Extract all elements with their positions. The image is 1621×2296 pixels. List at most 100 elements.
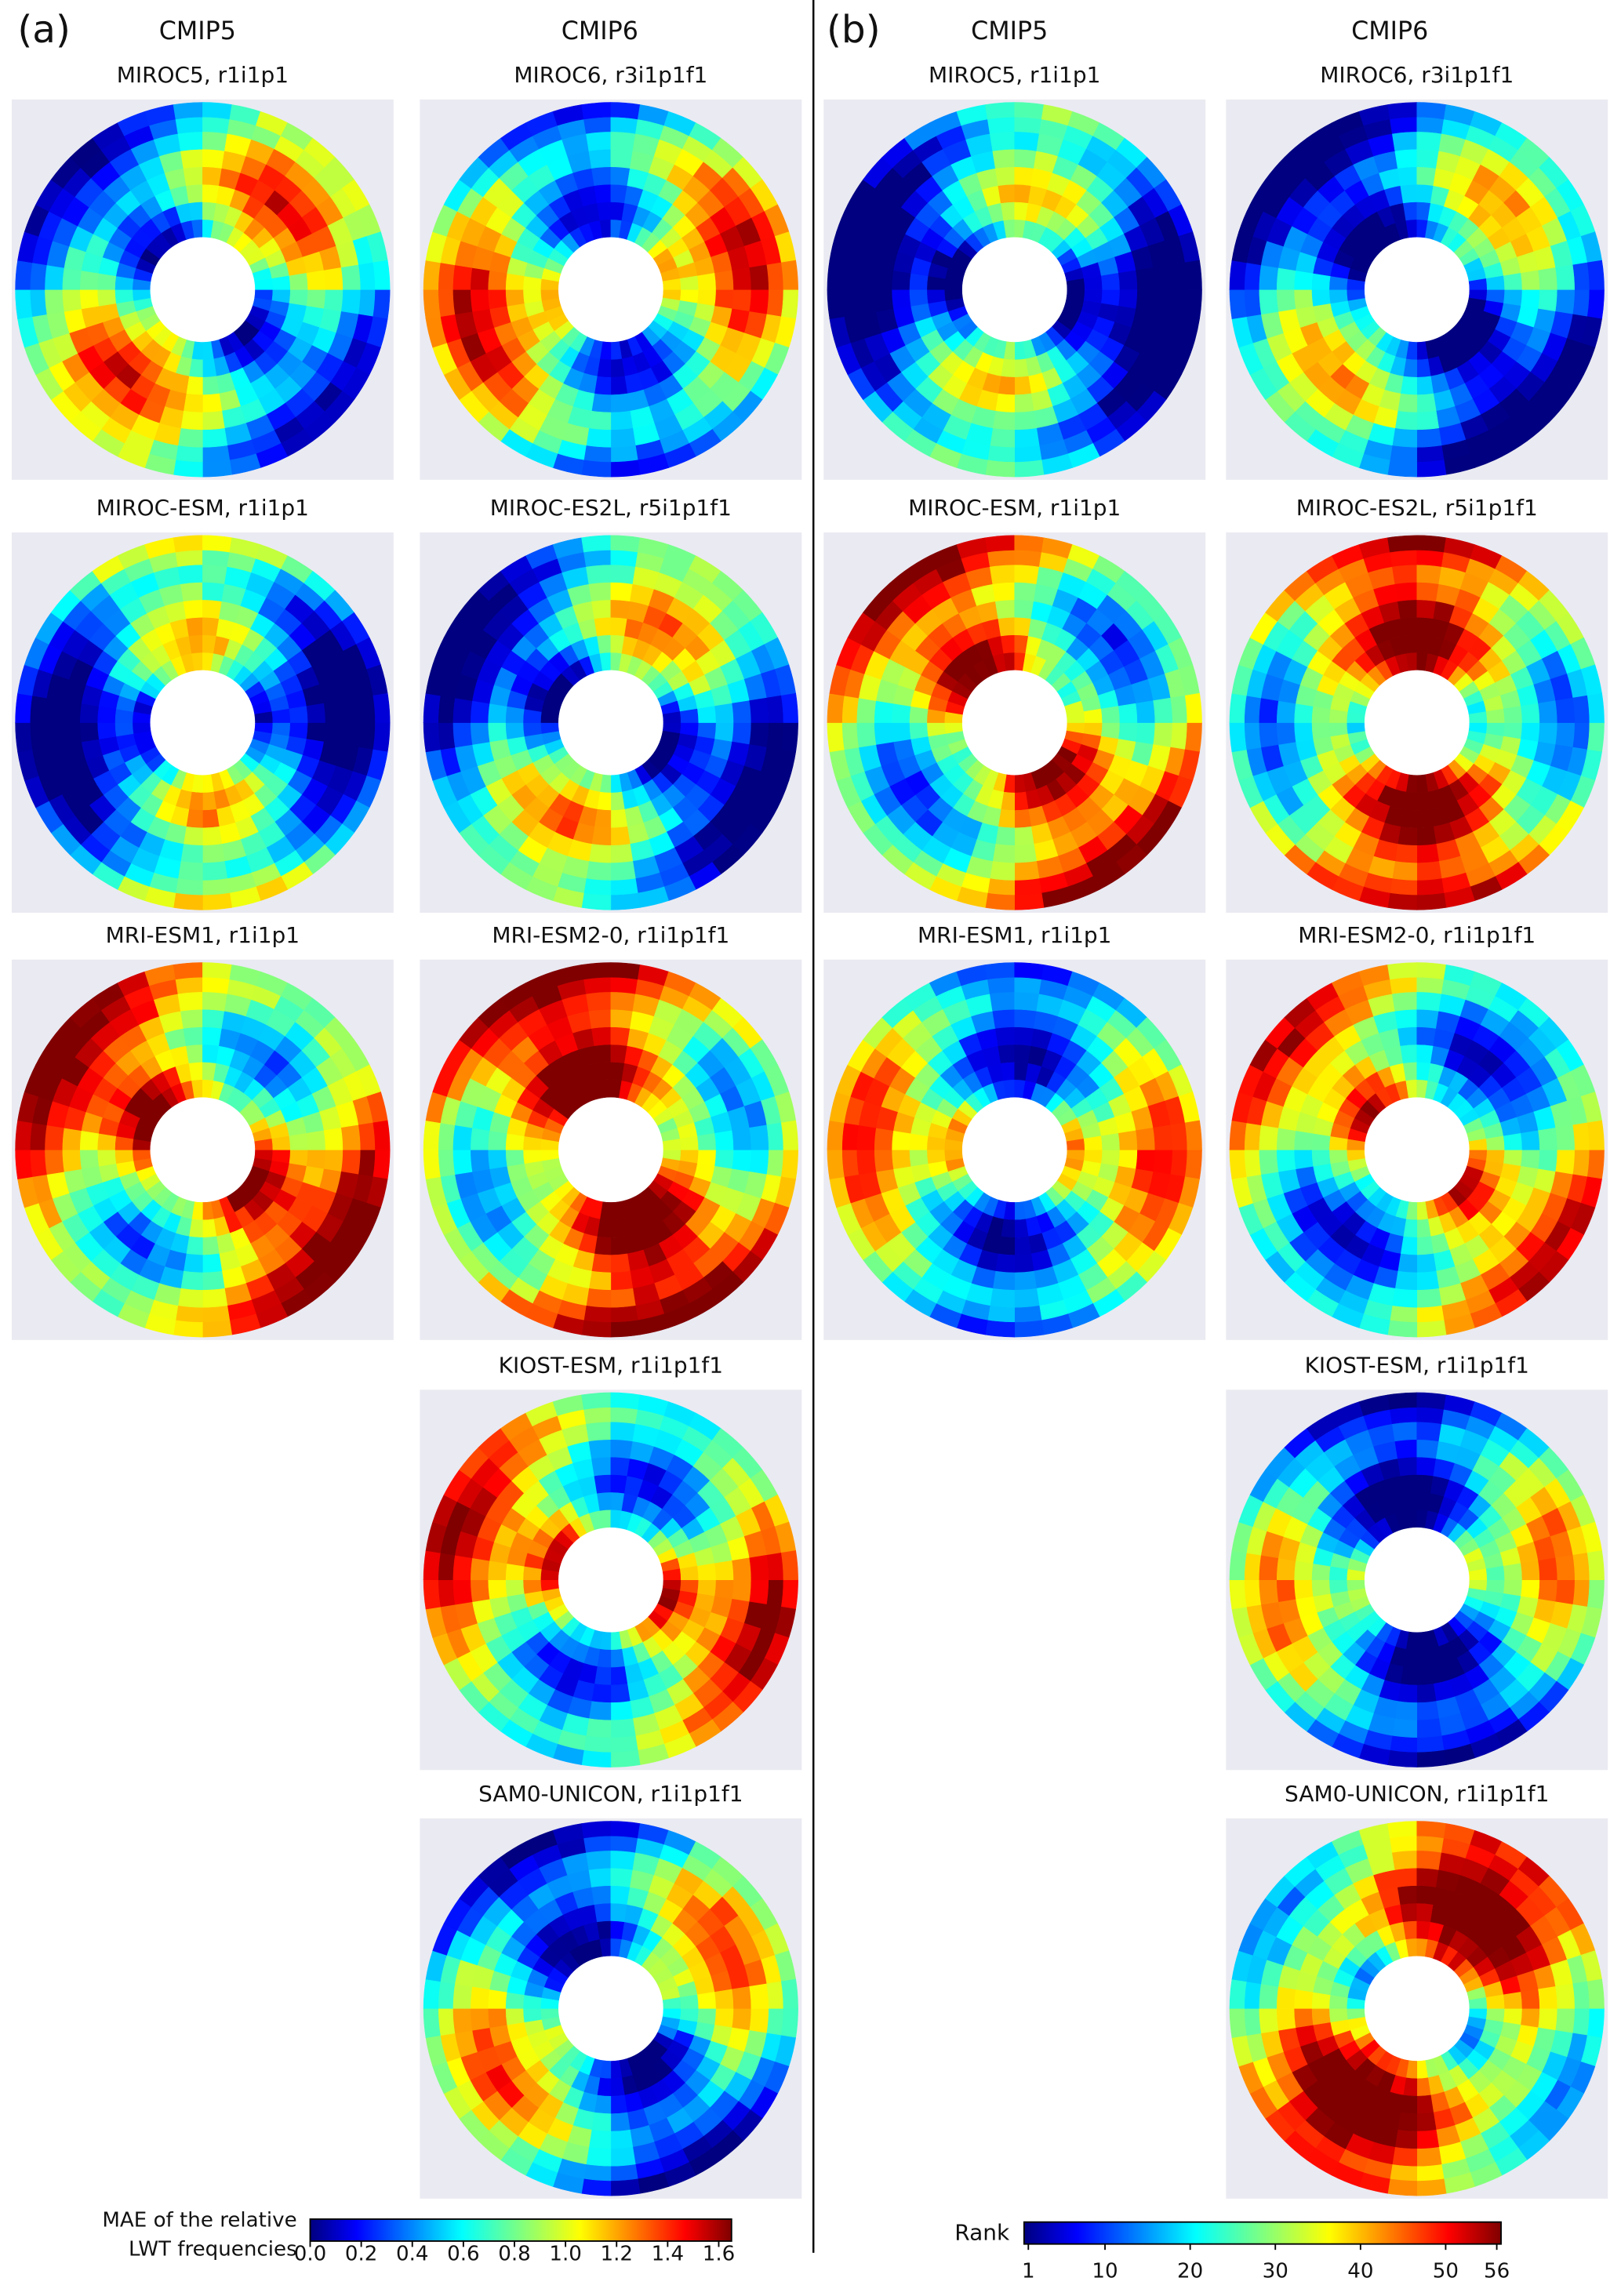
- map: [12, 100, 394, 480]
- map-cell: [202, 1271, 224, 1290]
- map-cell: [30, 696, 46, 722]
- map-title: MIROC-ESM, r1i1p1: [96, 495, 309, 521]
- map-cell: [1015, 1009, 1037, 1028]
- map-cell: [995, 167, 1015, 186]
- map-cell: [173, 103, 202, 119]
- map-cell: [1392, 861, 1417, 881]
- map-title: MRI-ESM1, r1i1p1: [918, 922, 1111, 948]
- map-cell: [358, 723, 375, 750]
- colorbar-tick-label: 0.6: [447, 2242, 480, 2265]
- map-cell: [202, 550, 229, 566]
- map-cell: [202, 565, 227, 584]
- map-cell: [842, 723, 859, 750]
- map-cell: [1311, 2008, 1330, 2025]
- map-cell: [423, 2008, 440, 2037]
- map-cell: [289, 1133, 308, 1150]
- map-cell: [452, 698, 472, 723]
- map-cell: [1417, 1702, 1439, 1720]
- map-cell: [1417, 1440, 1439, 1459]
- map-cell: [202, 861, 227, 881]
- map-cell: [583, 1836, 610, 1852]
- map-cell: [1395, 1440, 1417, 1459]
- map-cell: [184, 600, 203, 619]
- map-cell: [985, 893, 1014, 910]
- map-cell: [1573, 263, 1590, 289]
- map-cell: [767, 289, 783, 316]
- map-cell: [488, 1560, 507, 1580]
- map-cell: [173, 893, 202, 910]
- map-cell: [1395, 411, 1417, 430]
- map-cell: [1015, 167, 1034, 186]
- map-cell: [1259, 698, 1278, 723]
- map-cell: [1573, 1123, 1590, 1150]
- map-cell: [781, 1580, 798, 1609]
- map-cell: [594, 1903, 611, 1922]
- map-cell: [582, 2179, 611, 2196]
- map-cell: [1015, 103, 1044, 119]
- map-cell: [307, 271, 325, 290]
- map-cell: [1573, 1580, 1590, 1607]
- map-cell: [488, 1150, 507, 1169]
- map-cell: [45, 265, 64, 290]
- map-cell: [452, 1150, 472, 1175]
- map-cell: [874, 1150, 893, 1172]
- map-cell: [827, 1150, 844, 1179]
- map-cell: [1539, 723, 1557, 745]
- map-cell: [591, 1886, 611, 1905]
- map-cell: [732, 267, 751, 289]
- map-cell: [202, 1306, 229, 1322]
- map-cell: [781, 289, 798, 318]
- map-cell: [1154, 265, 1173, 290]
- map-cell: [1118, 1150, 1137, 1169]
- map-cell: [1417, 132, 1442, 151]
- map-cell: [1015, 963, 1044, 979]
- map: [420, 100, 801, 480]
- map-cell: [30, 1150, 46, 1176]
- map-cell: [1015, 809, 1031, 828]
- map-cell: [202, 132, 227, 151]
- map-cell: [1118, 703, 1137, 723]
- map-cell: [611, 149, 633, 168]
- map-cell: [611, 1288, 636, 1308]
- map-cell: [611, 1440, 633, 1459]
- map-cell: [358, 289, 375, 316]
- map-cell: [1539, 1558, 1557, 1580]
- map-cell: [781, 1150, 798, 1179]
- map-cell: [1245, 1123, 1261, 1150]
- colorbar: [310, 2219, 731, 2241]
- map-cell: [1154, 1125, 1173, 1150]
- map-cell: [373, 260, 390, 289]
- colorbar-tick-label: 1.4: [652, 2242, 685, 2265]
- map-cell: [62, 267, 81, 289]
- map-cell: [750, 698, 769, 723]
- map-cell: [611, 117, 638, 133]
- map-cell: [583, 550, 610, 566]
- map-cell: [750, 2008, 769, 2033]
- map-cell: [373, 723, 390, 752]
- map-cell: [1395, 149, 1417, 168]
- map-cell: [1277, 1128, 1296, 1150]
- map-cell: [586, 428, 611, 448]
- map-cell: [1136, 723, 1155, 745]
- panel-label: (a): [17, 8, 71, 52]
- map-cell: [1417, 879, 1444, 896]
- map-cell: [1015, 411, 1037, 430]
- map-cell: [307, 703, 325, 723]
- map-cell: [1015, 460, 1044, 477]
- map-cell: [1390, 117, 1416, 133]
- map-cell: [1392, 565, 1417, 584]
- map-cell: [767, 2008, 783, 2035]
- map-cell: [1185, 1121, 1201, 1150]
- map-cell: [611, 582, 633, 601]
- map-cell: [1154, 698, 1173, 723]
- map-cell: [715, 1131, 734, 1150]
- map-cell: [358, 1123, 375, 1150]
- map-cell: [611, 2147, 636, 2167]
- map-cell: [1417, 103, 1446, 119]
- map-cell: [1556, 1555, 1576, 1580]
- map-cell: [1245, 1580, 1261, 1607]
- map-title: MRI-ESM2-0, r1i1p1f1: [492, 922, 729, 948]
- map-cell: [423, 289, 440, 318]
- map-cell: [1136, 289, 1155, 311]
- map-cell: [1015, 149, 1037, 168]
